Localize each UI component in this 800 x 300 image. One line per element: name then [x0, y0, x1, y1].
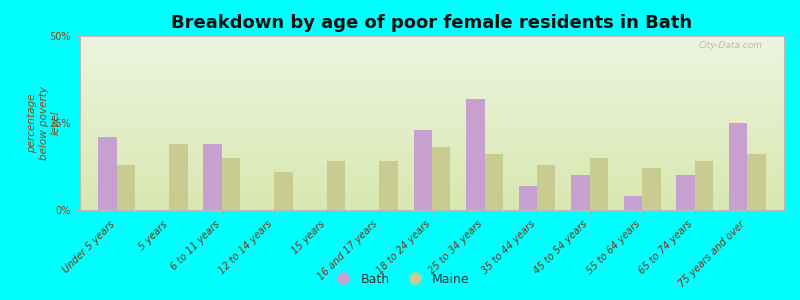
Bar — [466, 99, 485, 210]
Bar — [170, 144, 188, 210]
Bar — [642, 168, 661, 210]
Y-axis label: percentage
below poverty
level: percentage below poverty level — [27, 86, 60, 160]
Bar — [274, 172, 293, 210]
Bar — [222, 158, 240, 210]
Bar — [379, 161, 398, 210]
Bar — [571, 175, 590, 210]
Bar — [624, 196, 642, 210]
Bar — [98, 137, 117, 210]
Bar — [537, 165, 555, 210]
Bar — [676, 175, 694, 210]
Bar — [590, 158, 608, 210]
Bar — [327, 161, 346, 210]
Legend: Bath, Maine: Bath, Maine — [326, 268, 474, 291]
Bar — [485, 154, 503, 210]
Bar — [694, 161, 713, 210]
Bar — [117, 165, 135, 210]
Bar — [729, 123, 747, 210]
Title: Breakdown by age of poor female residents in Bath: Breakdown by age of poor female resident… — [171, 14, 693, 32]
Text: City-Data.com: City-Data.com — [699, 41, 763, 50]
Bar — [414, 130, 432, 210]
Bar — [747, 154, 766, 210]
Bar — [432, 147, 450, 210]
Bar — [203, 144, 222, 210]
Bar — [518, 186, 537, 210]
